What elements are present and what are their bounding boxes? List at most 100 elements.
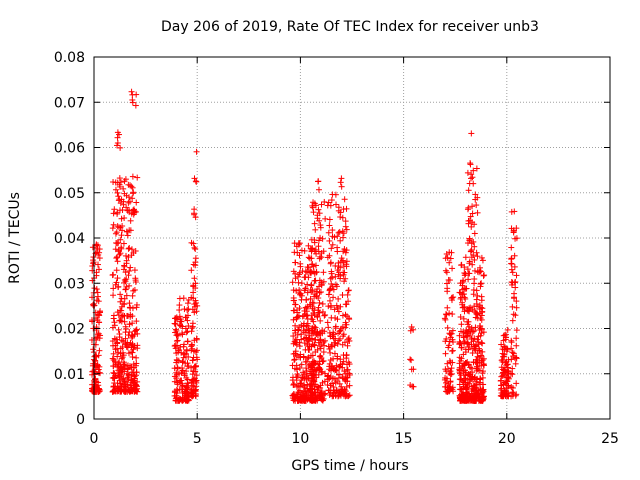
data-point [449, 327, 456, 334]
data-point [309, 287, 316, 294]
data-point [132, 102, 139, 109]
y-tick-label: 0.04 [54, 231, 85, 247]
data-point [498, 341, 505, 348]
data-point [95, 293, 102, 300]
data-point [125, 272, 132, 279]
data-point [504, 361, 511, 368]
data-point [498, 377, 505, 384]
data-point [321, 378, 328, 385]
data-point [308, 282, 315, 289]
data-point [292, 301, 299, 308]
data-point [113, 239, 120, 246]
data-point [296, 365, 303, 372]
data-point [110, 179, 117, 186]
data-point [175, 370, 182, 377]
y-tick-label: 0.05 [54, 186, 85, 202]
data-point [327, 259, 334, 266]
data-point [326, 216, 333, 223]
data-point [181, 370, 188, 377]
data-point [326, 329, 333, 336]
data-point [173, 375, 180, 382]
data-point [460, 315, 467, 322]
data-point [289, 362, 296, 369]
data-point [126, 182, 133, 189]
data-point [131, 286, 138, 293]
data-point [335, 295, 342, 302]
data-point [324, 376, 331, 383]
data-point [110, 285, 117, 292]
data-point [296, 271, 303, 278]
data-point [322, 215, 329, 222]
data-point [123, 257, 130, 264]
data-point [129, 195, 136, 202]
data-point [470, 167, 477, 174]
data-point [501, 351, 508, 358]
data-point [510, 353, 517, 360]
data-point [327, 286, 334, 293]
data-point [96, 255, 103, 262]
data-point [124, 381, 131, 388]
data-point [118, 337, 125, 344]
data-point [114, 189, 121, 196]
data-point [337, 327, 344, 334]
data-point [298, 361, 305, 368]
data-point [311, 277, 318, 284]
data-point [460, 291, 467, 298]
data-point [116, 196, 123, 203]
data-point [121, 190, 128, 197]
data-point [117, 236, 124, 243]
data-point [477, 267, 484, 274]
data-point [133, 199, 140, 206]
data-point [188, 267, 195, 274]
data-point [193, 308, 200, 315]
data-point [311, 220, 318, 227]
data-point [469, 385, 476, 392]
data-point [112, 186, 119, 193]
data-point [119, 312, 126, 319]
data-point [124, 232, 131, 239]
data-point [173, 392, 180, 399]
data-point [319, 300, 326, 307]
data-point [471, 243, 478, 250]
data-point [324, 202, 331, 209]
data-point [125, 386, 132, 393]
data-point [290, 340, 297, 347]
data-point [178, 377, 185, 384]
data-point [192, 386, 199, 393]
data-point [319, 235, 326, 242]
data-point [513, 380, 520, 387]
data-point [466, 305, 473, 312]
data-point [308, 328, 315, 335]
data-point [466, 237, 473, 244]
data-point [313, 250, 320, 257]
data-point [130, 368, 137, 375]
data-point [449, 347, 456, 354]
data-point [456, 338, 463, 345]
data-point [337, 275, 344, 282]
data-point [503, 358, 510, 365]
data-point [117, 317, 124, 324]
data-point [338, 383, 345, 390]
data-point [132, 278, 139, 285]
data-point [479, 394, 486, 401]
data-point [97, 332, 104, 339]
data-point [320, 357, 327, 364]
data-point [326, 237, 333, 244]
data-point [328, 197, 335, 204]
data-point [126, 209, 133, 216]
data-point [179, 323, 186, 330]
data-point [504, 373, 511, 380]
data-point [337, 179, 344, 186]
data-point [324, 382, 331, 389]
data-point [327, 349, 334, 356]
data-point [465, 204, 472, 211]
data-point [302, 334, 309, 341]
data-point [334, 248, 341, 255]
data-point [298, 336, 305, 343]
data-point [309, 392, 316, 399]
data-point [468, 365, 475, 372]
data-point [329, 283, 336, 290]
data-point [477, 281, 484, 288]
data-point [446, 259, 453, 266]
data-point [296, 324, 303, 331]
